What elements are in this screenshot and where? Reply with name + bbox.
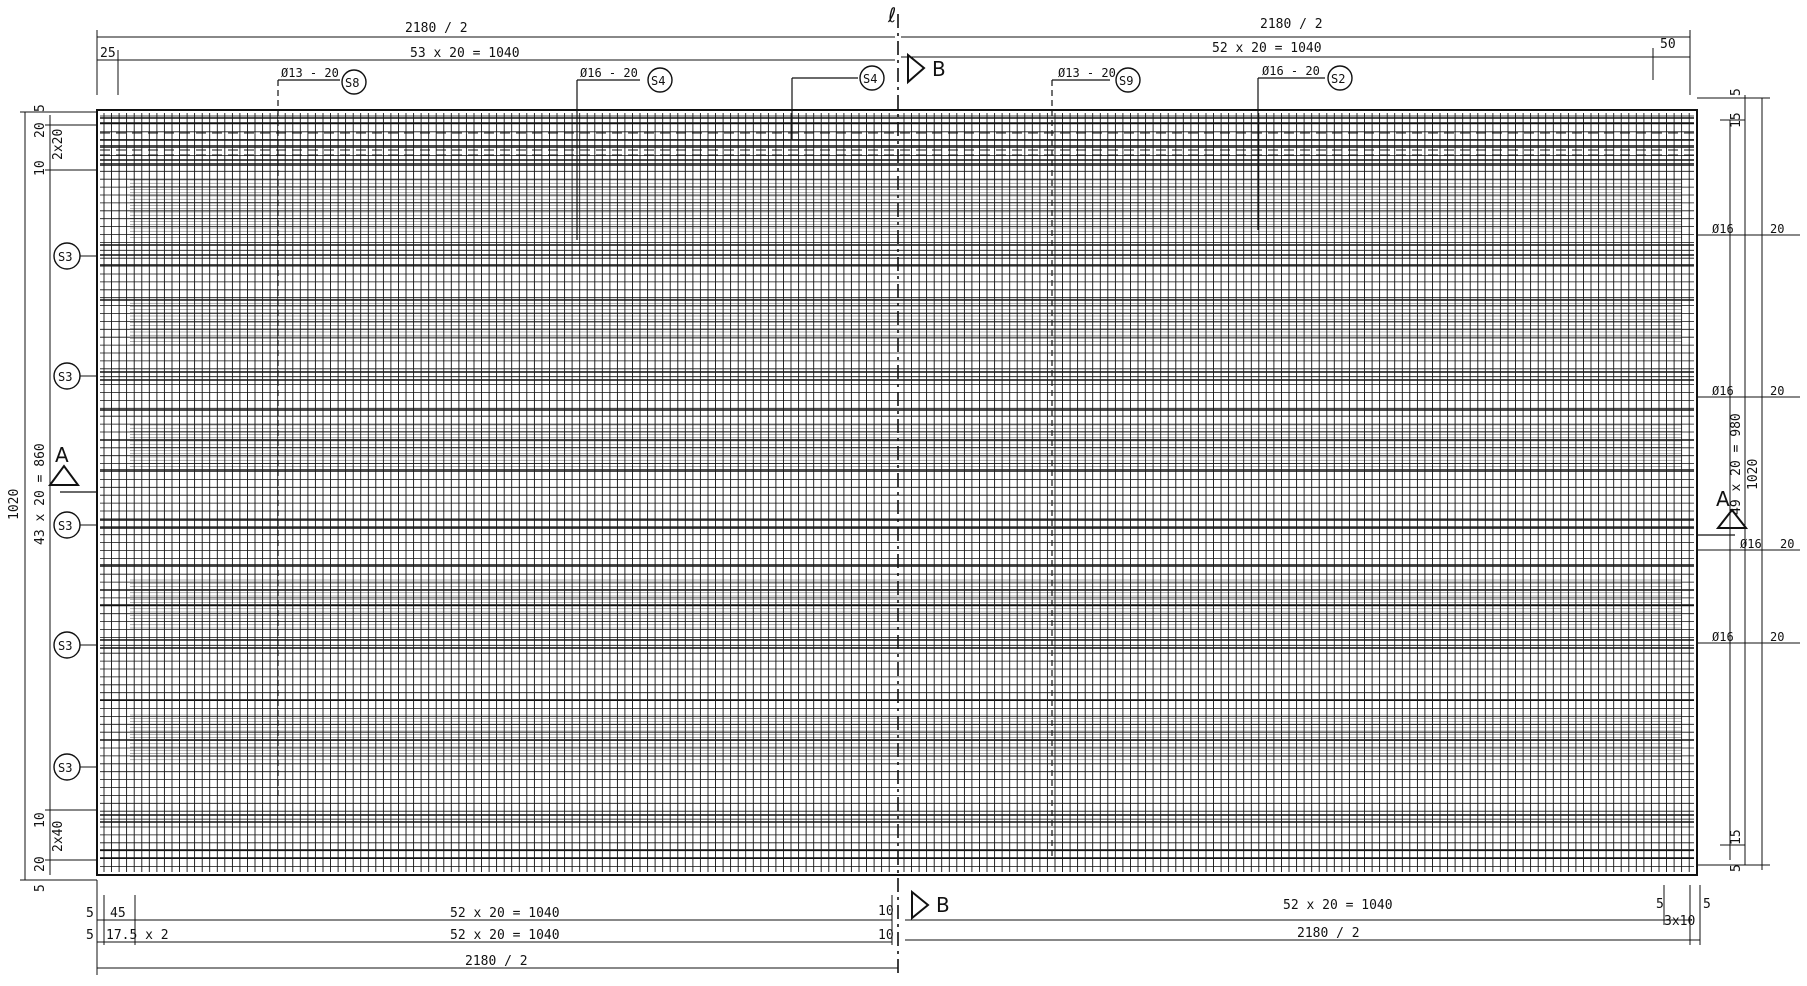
- callout-s9-tag: S9: [1119, 74, 1133, 88]
- callout-s4a-circle: [647, 67, 673, 93]
- rebar-grid: [100, 113, 1694, 872]
- section-a-right-arrow: [1715, 508, 1749, 529]
- bottom-dimension-lines: [96, 880, 1701, 975]
- section-a-right-label: A: [1716, 487, 1730, 511]
- dim-left-top-10: 10: [33, 160, 48, 176]
- dim-left-bot-2x40: 2x40: [51, 821, 66, 852]
- dim-left-top-20: 20: [33, 122, 48, 138]
- dim-bottom-right-run: 52 x 20 = 1040: [1283, 898, 1393, 913]
- dim-right-bot-15: 15: [1729, 829, 1744, 845]
- right-callout-1-spacing: 20: [1770, 222, 1784, 236]
- dim-bottom-mid-10a: 10: [878, 904, 894, 919]
- callout-s2-label: Ø16 - 20: [1262, 64, 1320, 78]
- dim-left-run: 43 x 20 = 860: [33, 443, 48, 545]
- callout-s8-label: Ø13 - 20: [281, 66, 339, 80]
- left-s3-circle-4: [53, 631, 81, 659]
- dim-bottom-right-half: 2180 / 2: [1297, 926, 1360, 941]
- dim-right-total: 1020: [1746, 459, 1761, 490]
- dim-top-right-run: 52 x 20 = 1040: [1212, 41, 1322, 56]
- centerline-symbol: ℓ: [887, 3, 896, 27]
- right-callout-4-label: Ø16: [1712, 630, 1734, 644]
- dim-bottom-left-edge-b: 45: [110, 906, 126, 921]
- left-s3-circle-5: [53, 753, 81, 781]
- dim-bottom-right-5b: 5: [1703, 897, 1711, 912]
- dim-left-bot-10: 10: [33, 812, 48, 828]
- dim-bottom-left-edge-a: 5: [86, 906, 94, 921]
- dim-right-top-15: 15: [1729, 112, 1744, 128]
- callout-s8-tag: S8: [345, 76, 359, 90]
- dim-left-bot-5: 5: [33, 884, 48, 892]
- callout-s2-tag: S2: [1331, 72, 1345, 86]
- right-callout-2-label: Ø16: [1712, 384, 1734, 398]
- callout-s2-circle: [1327, 65, 1353, 91]
- right-callout-leaders: [1697, 234, 1800, 644]
- top-dimension-lines: [96, 30, 1691, 95]
- dim-right-top-5: 5: [1729, 88, 1744, 96]
- dim-left-top-5: 5: [33, 104, 48, 112]
- left-s3-tag-4: S3: [58, 639, 72, 653]
- dim-bottom-right-3x10: 3x10: [1664, 914, 1695, 929]
- dim-top-left-run: 53 x 20 = 1040: [410, 46, 520, 61]
- dim-bottom-left-edge-c: 5: [86, 928, 94, 943]
- dim-top-right-edge: 50: [1660, 37, 1676, 52]
- section-b-top-label: B: [932, 57, 946, 81]
- dim-bottom-left-half: 2180 / 2: [465, 954, 528, 969]
- callout-s9-label: Ø13 - 20: [1058, 66, 1116, 80]
- right-callout-2-spacing: 20: [1770, 384, 1784, 398]
- dim-bottom-left-edge-d: 17.5 x 2: [106, 928, 169, 943]
- left-dimension-lines: [20, 111, 97, 881]
- dim-bottom-right-5a: 5: [1656, 897, 1664, 912]
- right-callout-4-spacing: 20: [1770, 630, 1784, 644]
- callout-s4b-circle: [859, 65, 885, 91]
- section-a-left-arrow: [48, 464, 80, 486]
- dim-bottom-left-run-1: 52 x 20 = 1040: [450, 906, 560, 921]
- left-s3-tag-2: S3: [58, 370, 72, 384]
- left-s3-circle-2: [53, 362, 81, 390]
- left-s3-tag-5: S3: [58, 761, 72, 775]
- left-s3-tag-1: S3: [58, 250, 72, 264]
- left-s3-circle-3: [53, 511, 81, 539]
- top-callout-leaders: [277, 77, 1325, 860]
- dim-top-left-edge: 25: [100, 46, 116, 61]
- callout-s8-circle: [341, 69, 367, 95]
- dim-left-top-2x20: 2x20: [51, 129, 66, 160]
- dim-right-bot-5: 5: [1729, 864, 1744, 872]
- dim-left-total: 1020: [7, 489, 22, 520]
- dim-top-left-half: 2180 / 2: [405, 21, 468, 36]
- dim-top-right-half: 2180 / 2: [1260, 17, 1323, 32]
- section-b-bottom-label: B: [936, 893, 950, 917]
- callout-s4a-label: Ø16 - 20: [580, 66, 638, 80]
- left-s3-circle-1: [53, 242, 81, 270]
- left-s3-tag-3: S3: [58, 519, 72, 533]
- right-callout-3-label: Ø16: [1740, 537, 1762, 551]
- section-b-bottom-arrow: [911, 889, 930, 921]
- right-callout-1-label: Ø16: [1712, 222, 1734, 236]
- left-s3-leaders: [80, 255, 97, 768]
- callout-s4b-tag: S4: [863, 72, 877, 86]
- dim-bottom-left-run-2: 52 x 20 = 1040: [450, 928, 560, 943]
- section-a-left-label: A: [55, 443, 69, 467]
- right-callout-3-spacing: 20: [1780, 537, 1794, 551]
- dim-right-run: 49 x 20 = 980: [1729, 413, 1744, 515]
- section-b-top-arrow: [907, 52, 926, 85]
- callout-s4a-tag: S4: [651, 74, 665, 88]
- callout-s9-circle: [1115, 67, 1141, 93]
- dim-left-bot-20: 20: [33, 856, 48, 872]
- right-dimension-lines: [1697, 95, 1770, 870]
- dim-bottom-mid-10b: 10: [878, 928, 894, 943]
